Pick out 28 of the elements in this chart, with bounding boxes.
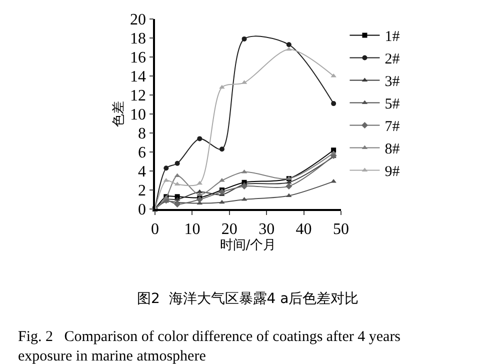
y-tick-label: 2: [138, 182, 146, 200]
x-tick-label: 40: [296, 220, 312, 238]
y-tick-label: 12: [130, 88, 146, 105]
y-tick-label: 20: [130, 12, 146, 29]
caption: 图2 海洋大气区暴露4 a后色差对比: [137, 291, 359, 307]
y-tick-label: 6: [138, 144, 146, 162]
y-tick-label: 0: [138, 202, 146, 219]
x-tick-label: 10: [184, 220, 200, 238]
y-tick-label: 18: [130, 30, 146, 48]
x-tick-label: 50: [333, 220, 349, 238]
y-tick-label: 8: [138, 126, 146, 143]
legend-label: 7#: [384, 119, 400, 136]
x-tick-label: 0: [151, 220, 159, 238]
legend-label: 9#: [384, 164, 400, 180]
legend-label: 3#: [384, 74, 400, 90]
y-tick-label: 10: [130, 106, 146, 124]
caption: Fig. 2 Comparison of color difference of coatings after 4 years exposure in marine atmosphere: [18, 329, 401, 364]
x-tick-label: 20: [221, 220, 238, 238]
y-axis-title: 色差: [112, 101, 126, 127]
y-tick-label: 16: [130, 50, 146, 67]
legend-label: 2#: [384, 52, 400, 68]
y-tick-label: 4: [138, 164, 146, 181]
legend-label: 8#: [384, 142, 400, 158]
x-axis-title: 时间/个月: [220, 238, 276, 253]
legend-label: 1#: [384, 29, 400, 46]
y-tick-label: 14: [130, 68, 146, 86]
x-tick-label: 30: [258, 220, 275, 238]
legend-label: 5#: [384, 96, 400, 113]
